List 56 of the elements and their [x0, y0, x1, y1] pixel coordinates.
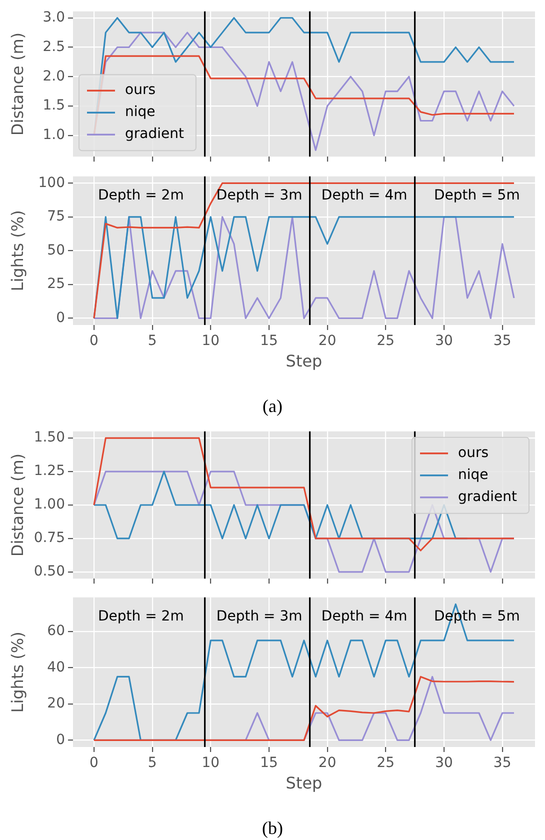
annotation: Depth = 3m [216, 608, 302, 624]
x-tick-label: 20 [318, 755, 336, 772]
y-tick-label: 20 [47, 696, 65, 712]
legend-label: niqe [125, 104, 156, 120]
annotation: Depth = 2m [98, 187, 184, 204]
legend-label: gradient [458, 489, 518, 506]
y-tick-label: 2.0 [42, 68, 65, 84]
annotation: Depth = 3m [216, 187, 302, 204]
y-tick-label: 0.75 [34, 530, 65, 546]
x-tick-label: 0 [90, 755, 98, 772]
y-tick-label: 1.00 [34, 496, 65, 513]
y-tick-label: 40 [47, 659, 65, 676]
legend-label: ours [458, 445, 489, 462]
legend-label: niqe [458, 467, 488, 484]
x-tick-label: 15 [260, 755, 278, 772]
y-tick-label: 60 [47, 623, 65, 640]
x-tick-label: 10 [202, 333, 220, 350]
x-tick-label: 25 [376, 755, 395, 772]
y-tick-label: 75 [47, 208, 65, 225]
y-tick-label: 1.0 [42, 127, 65, 144]
annotation: Depth = 5m [434, 187, 520, 204]
x-tick-label: 20 [318, 333, 336, 350]
y-axis-title: Lights (%) [8, 210, 27, 292]
y-tick-label: 0 [56, 732, 65, 748]
x-tick-label: 15 [260, 333, 278, 350]
y-axis-title: Distance (m) [8, 32, 27, 136]
x-tick-label: 35 [493, 333, 512, 350]
legend-label: gradient [125, 126, 184, 142]
x-tick-label: 30 [435, 333, 453, 350]
y-tick-label: 1.50 [34, 430, 65, 446]
x-tick-label: 5 [148, 333, 157, 350]
y-tick-label: 50 [47, 242, 65, 258]
y-tick-label: 1.5 [42, 98, 65, 114]
y-tick-label: 100 [38, 174, 65, 191]
annotation: Depth = 2m [98, 608, 184, 624]
text: (b) [261, 818, 284, 839]
y-tick-label: 0 [56, 310, 65, 326]
annotation: Depth = 4m [321, 187, 408, 204]
y-axis-title: Lights (%) [8, 632, 27, 713]
x-axis-title: Step [286, 352, 322, 371]
y-tick-label: 3.0 [42, 10, 65, 26]
annotation: Depth = 4m [321, 608, 408, 624]
y-tick-label: 25 [47, 276, 65, 292]
y-tick-label: 2.5 [42, 38, 65, 55]
text: (a) [262, 396, 284, 417]
x-tick-label: 35 [493, 755, 512, 772]
legend-label: ours [125, 82, 156, 98]
y-tick-label: 1.25 [34, 463, 65, 480]
x-tick-label: 5 [148, 755, 157, 772]
x-tick-label: 25 [376, 333, 395, 350]
x-axis-title: Step [286, 774, 322, 793]
x-tick-label: 30 [435, 755, 453, 772]
x-tick-label: 0 [90, 333, 98, 350]
y-tick-label: 0.50 [34, 564, 65, 580]
y-axis-title: Distance (m) [8, 453, 27, 557]
x-tick-label: 10 [202, 755, 220, 772]
